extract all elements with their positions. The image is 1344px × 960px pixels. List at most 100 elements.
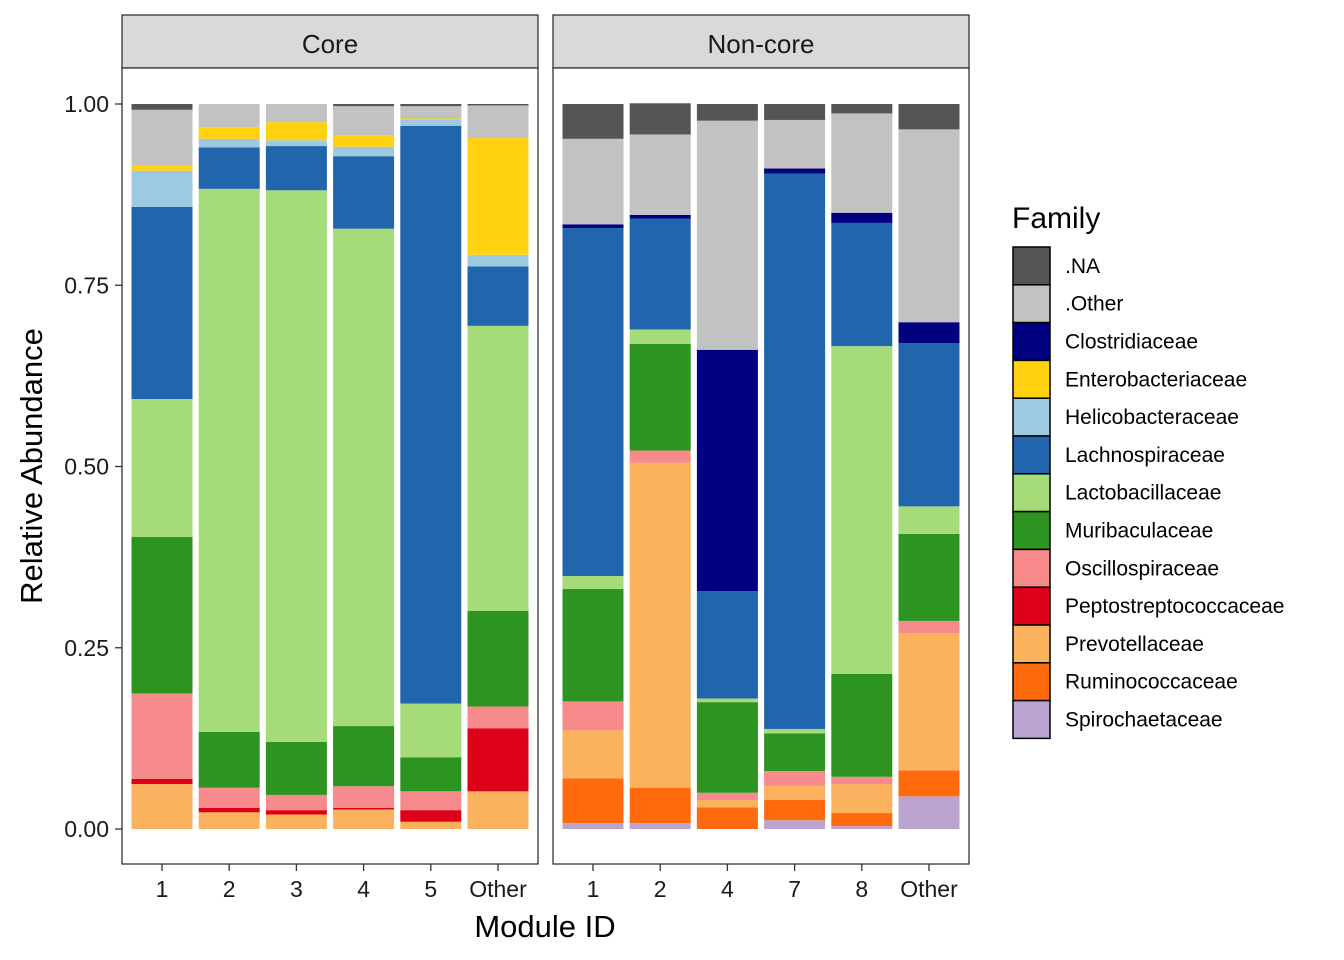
bar-segment-muribaculaceae <box>562 589 624 702</box>
legend-key <box>1012 435 1051 475</box>
bar-segment-helicobacteraceae <box>198 138 260 148</box>
legend: Family .NA .Other Clostridiaceae Enterobact… <box>1012 202 1284 740</box>
bar-segment-ruminococcaceae <box>696 807 758 829</box>
bar-segment-oscillospiraceae <box>467 706 529 729</box>
bar-8 <box>831 104 893 829</box>
bar-segment-oscillospiraceae <box>198 787 260 808</box>
y-axis: 0.00 0.25 0.50 0.75 1.00 <box>64 91 122 842</box>
bar-segment-lachnospiraceae <box>265 146 327 191</box>
bar-segment-muribaculaceae <box>198 731 260 788</box>
y-tick-label: 0.50 <box>64 454 109 480</box>
bar-segment-lachnospiraceae <box>562 227 624 576</box>
bar-segment-na <box>400 104 462 107</box>
bar-4 <box>696 104 758 829</box>
legend-item: Ruminococcaceae <box>1012 662 1238 702</box>
bar-segment-muribaculaceae <box>467 610 529 707</box>
bar-3 <box>265 104 327 829</box>
bar-segment-na <box>898 104 960 130</box>
bar-segment-lactobacillaceae <box>629 329 691 344</box>
panel-1: Non-core 1 2 4 7 8 Other <box>552 14 970 902</box>
bar-1 <box>131 104 193 829</box>
bar-segment-clostridiaceae <box>831 212 893 223</box>
bar-segment-oscillospiraceae <box>265 794 327 811</box>
bar-segment-enterobacteriaceae <box>400 118 462 120</box>
legend-item: Lachnospiraceae <box>1012 435 1225 475</box>
bar-segment-other <box>333 106 395 136</box>
bar-segment-other <box>400 106 462 119</box>
legend-key <box>1012 397 1051 437</box>
bar-segment-lachnospiraceae <box>333 156 395 229</box>
y-tick-label: 0.00 <box>64 816 109 842</box>
bar-segment-oscillospiraceae <box>562 701 624 731</box>
legend-label: Muribaculaceae <box>1065 520 1213 543</box>
bar-segment-na <box>764 104 826 120</box>
legend-label: Peptostreptococcaceae <box>1065 595 1284 618</box>
bar-segment-clostridiaceae <box>696 349 758 592</box>
legend-key <box>1012 246 1051 286</box>
legend-title: Family <box>1012 202 1100 235</box>
bar-segment-lactobacillaceae <box>831 346 893 674</box>
legend-key <box>1012 510 1051 551</box>
legend-item: Muribaculaceae <box>1012 510 1213 551</box>
bar-segment-helicobacteraceae <box>467 254 529 267</box>
bar-segment-lactobacillaceae <box>333 228 395 727</box>
bar-segment-oscillospiraceae <box>131 693 193 779</box>
y-tick-label: 0.25 <box>64 635 109 661</box>
bar-segment-lactobacillaceae <box>467 325 529 611</box>
bar-segment-lachnospiraceae <box>198 147 260 189</box>
bar-segment-peptostreptococcaceae <box>131 778 193 785</box>
panel-strip <box>121 14 539 69</box>
legend-key <box>1012 359 1051 399</box>
bar-segment-lactobacillaceae <box>696 698 758 703</box>
panel-border <box>552 67 970 865</box>
x-tick-label: Other <box>900 876 958 902</box>
bar-segment-other <box>131 109 193 166</box>
bar-segment-ruminococcaceae <box>629 787 691 824</box>
x-tick-label: Other <box>469 876 527 902</box>
panel-title: Core <box>302 29 358 59</box>
bar-segment-peptostreptococcaceae <box>400 810 462 822</box>
bar-segment-other <box>764 119 826 169</box>
bar-segment-na <box>562 104 624 139</box>
x-tick-label: 1 <box>156 876 169 902</box>
panels: Core 1 2 3 4 5 Other Non-core 1 2 4 7 8 Other <box>121 14 970 902</box>
bar-segment-lachnospiraceae <box>696 591 758 699</box>
x-tick-label: 4 <box>721 876 734 902</box>
bar-segment-spirochaetaceae <box>629 823 691 829</box>
bar-segment-ruminococcaceae <box>831 813 893 827</box>
bar-segment-enterobacteriaceae <box>333 135 395 147</box>
x-tick-label: 2 <box>223 876 236 902</box>
legend-label: Enterobacteriaceae <box>1065 368 1247 391</box>
bar-segment-lactobacillaceae <box>131 399 193 537</box>
legend-label: Lachnospiraceae <box>1065 444 1225 467</box>
legend-item: Lactobacillaceae <box>1012 473 1221 513</box>
bar-2 <box>198 104 260 829</box>
legend-key <box>1012 321 1051 362</box>
bar-segment-enterobacteriaceae <box>198 127 260 139</box>
panel-strip <box>552 14 970 69</box>
bar-segment-helicobacteraceae <box>265 140 327 147</box>
bar-segment-other <box>198 104 260 128</box>
bar-segment-other <box>831 113 893 213</box>
legend-key <box>1012 662 1051 702</box>
bar-segment-oscillospiraceae <box>898 620 960 634</box>
y-tick-label: 1.00 <box>64 91 109 117</box>
bar-segment-muribaculaceae <box>265 742 327 795</box>
legend-item: Prevotellaceae <box>1012 624 1204 664</box>
bar-segment-na <box>131 104 193 110</box>
bar-segment-prevotellaceae <box>131 784 193 829</box>
bar-segment-lactobacillaceae <box>562 575 624 590</box>
bar-segment-oscillospiraceae <box>696 792 758 800</box>
bar-7 <box>764 104 826 829</box>
bar-segment-prevotellaceae <box>696 800 758 808</box>
bar-segment-muribaculaceae <box>400 757 462 792</box>
bar-segment-lachnospiraceae <box>898 343 960 507</box>
bar-segment-muribaculaceae <box>696 702 758 793</box>
legend-key <box>1012 624 1051 664</box>
legend-item: Helicobacteraceae <box>1012 397 1239 437</box>
bar-segment-other <box>562 138 624 225</box>
bar-segment-lachnospiraceae <box>629 218 691 330</box>
bar-segment-other <box>467 105 529 139</box>
bar-segment-na <box>467 104 529 106</box>
bar-segment-muribaculaceae <box>333 726 395 787</box>
